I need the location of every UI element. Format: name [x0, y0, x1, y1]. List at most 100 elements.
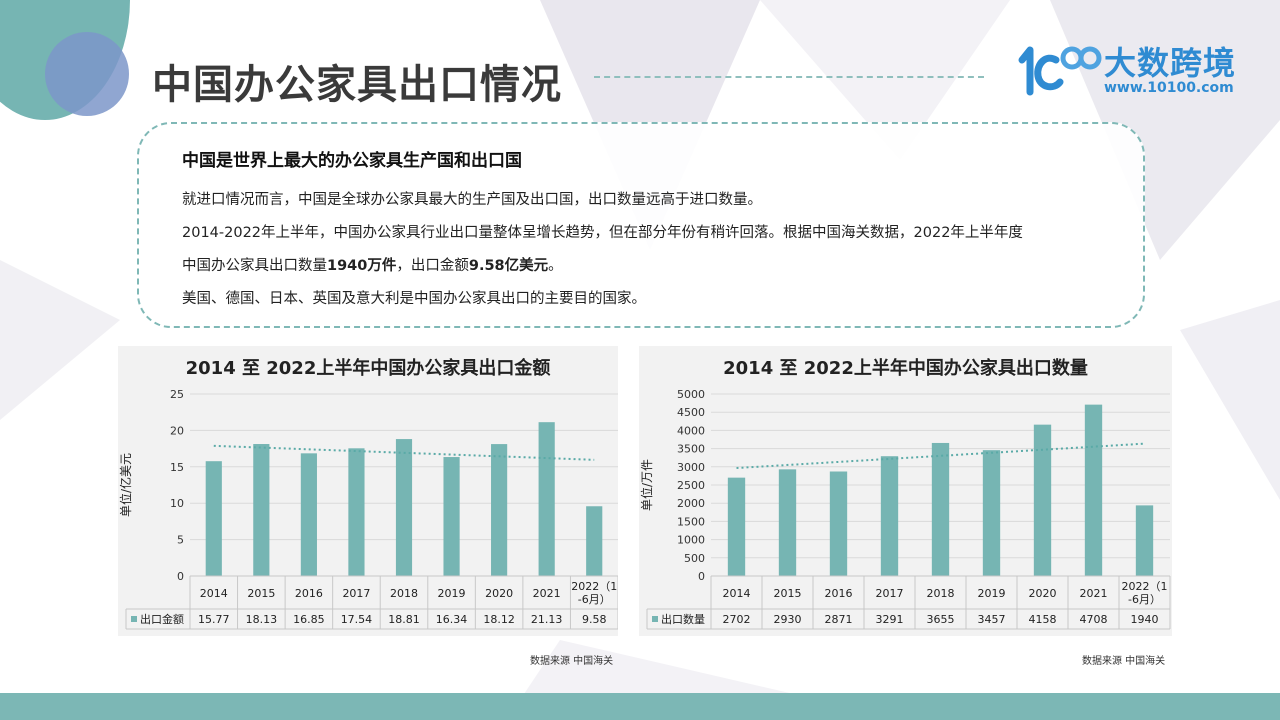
y-tick-label: 2500	[677, 479, 705, 492]
x-category-label: 2018	[927, 587, 955, 600]
info-line-3-text-c: ，出口金额	[396, 258, 469, 274]
y-tick-label: 500	[684, 552, 705, 565]
data-value-label: 18.13	[246, 613, 277, 626]
x-category-label: 2014	[200, 587, 228, 600]
y-tick-label: 4500	[677, 406, 705, 419]
y-tick-label: 3000	[677, 461, 705, 474]
bar	[253, 444, 270, 576]
decorative-blue-circle	[45, 32, 129, 116]
bar	[931, 442, 950, 576]
y-tick-label: 10	[170, 497, 184, 510]
chart-panel-export-amount: 2014 至 2022上半年中国办公家具出口金额 0 5 10 15 20 25 单位/亿美…	[118, 346, 618, 636]
bar	[586, 506, 603, 576]
x-category-label: 2015	[247, 587, 275, 600]
data-value-label: 2702	[723, 613, 751, 626]
info-line-3-text-e: 。	[548, 258, 563, 274]
chart-export-quantity: 0 500 1000 1500 2000 2500 3000 3500 4000 4500 5000…	[639, 388, 1171, 630]
data-value-label: 21.13	[531, 613, 563, 626]
x-category-label: 2018	[390, 587, 418, 600]
y-tick-label: 1000	[677, 534, 705, 547]
y-tick-label: 15	[170, 461, 184, 474]
x-category-label: 2016	[825, 587, 853, 600]
x-category-label: 2022（1	[1122, 580, 1168, 593]
data-value-label: 16.85	[293, 613, 325, 626]
x-category-label: 2020	[1029, 587, 1057, 600]
bar	[300, 453, 317, 576]
y-tick-label: 1500	[677, 515, 705, 528]
data-value-label: 9.58	[582, 613, 607, 626]
x-category-label: 2016	[295, 587, 323, 600]
trendline	[736, 442, 1145, 470]
brand-logo: 大数跨境 www.10100.com	[1016, 38, 1246, 100]
data-value-label: 18.81	[388, 613, 420, 626]
logo-brand-text: 大数跨境	[1104, 44, 1237, 82]
data-value-label: 3655	[927, 613, 955, 626]
trendline	[213, 444, 595, 461]
title-divider	[594, 76, 984, 78]
y-tick-label: 5	[177, 534, 184, 547]
x-category-label: 2020	[485, 587, 513, 600]
y-axis-title: 单位/万件	[639, 459, 654, 511]
info-line-3: 中国办公家具出口数量1940万件，出口金额9.58亿美元。	[182, 254, 563, 275]
data-value-label: 18.12	[483, 613, 514, 626]
x-category-label: 2021	[1080, 587, 1108, 600]
data-value-label: 17.54	[341, 613, 373, 626]
y-tick-label: 3500	[677, 443, 705, 456]
x-category-label: 2021	[533, 587, 561, 600]
chart-source: 数据来源 中国海关	[1082, 656, 1166, 667]
x-category-label-cont: -6月）	[1128, 593, 1161, 606]
legend-key	[652, 616, 658, 622]
data-value-label: 4708	[1080, 613, 1108, 626]
bar	[491, 444, 508, 576]
data-value-label: 2871	[825, 613, 853, 626]
info-highlight-amount: 9.58亿美元	[468, 258, 549, 274]
chart-title: 2014 至 2022上半年中国办公家具出口数量	[723, 358, 1088, 379]
y-axis-title: 单位/亿美元	[118, 453, 133, 517]
x-category-label: 2019	[438, 587, 466, 600]
x-category-label: 2017	[342, 587, 370, 600]
logo-mark-icon	[1018, 46, 1102, 96]
bar	[1135, 505, 1154, 576]
info-box: 中国是世界上最大的办公家具生产国和出口国 就进口情况而言，中国是全球办公家具最大…	[137, 122, 1145, 328]
x-category-label: 2014	[723, 587, 751, 600]
y-tick-label: 20	[170, 424, 184, 437]
info-heading: 中国是世界上最大的办公家具生产国和出口国	[182, 151, 522, 171]
data-value-label: 3457	[978, 613, 1006, 626]
data-value-label: 15.77	[198, 613, 230, 626]
bar	[538, 422, 555, 576]
data-table: 2014 2015 2016 2017 2018 2019 2020 2021 2022（1-6…	[646, 575, 1171, 630]
bar	[205, 461, 222, 576]
bar	[443, 457, 460, 576]
info-highlight-quantity: 1940万件	[327, 258, 397, 274]
y-tick-label: 5000	[677, 388, 705, 401]
data-table: 2014 2015 2016 2017 2018 2019 2020 2021 2022（1-6…	[125, 575, 618, 630]
legend-key	[131, 616, 137, 622]
bar	[727, 477, 746, 576]
x-category-label: 2019	[978, 587, 1006, 600]
bar	[982, 450, 1001, 576]
x-category-label: 2015	[774, 587, 802, 600]
chart-title: 2014 至 2022上半年中国办公家具出口金额	[185, 358, 551, 379]
x-category-label-cont: -6月）	[578, 593, 611, 606]
chart-export-amount: 0 5 10 15 20 25 单位/亿美元 2014 2015 2016 2017 2018 2019…	[118, 388, 618, 630]
y-tick-label: 25	[170, 388, 184, 401]
y-tick-label: 2000	[677, 497, 705, 510]
y-tick-label: 0	[698, 570, 705, 583]
bottom-bar	[0, 693, 1280, 720]
data-value-label: 1940	[1131, 613, 1159, 626]
data-value-label: 16.34	[436, 613, 468, 626]
bar	[1084, 404, 1103, 576]
page-title: 中国办公家具出口情况	[152, 62, 562, 108]
data-value-label: 3291	[876, 613, 904, 626]
y-tick-label: 0	[177, 570, 184, 583]
bar	[880, 456, 899, 576]
bar	[829, 471, 848, 576]
bar	[1033, 424, 1052, 576]
bar	[778, 469, 797, 576]
info-line-4: 美国、德国、日本、英国及意大利是中国办公家具出口的主要目的国家。	[182, 291, 646, 307]
x-category-label: 2017	[876, 587, 904, 600]
info-line-2: 2014-2022年上半年，中国办公家具行业出口量整体呈增长趋势，但在部分年份有…	[182, 225, 1023, 241]
chart-panel-export-quantity: 2014 至 2022上半年中国办公家具出口数量 0 500 1000 1500 200…	[639, 346, 1172, 636]
chart-source: 数据来源 中国海关	[530, 656, 614, 667]
bar	[395, 439, 413, 576]
